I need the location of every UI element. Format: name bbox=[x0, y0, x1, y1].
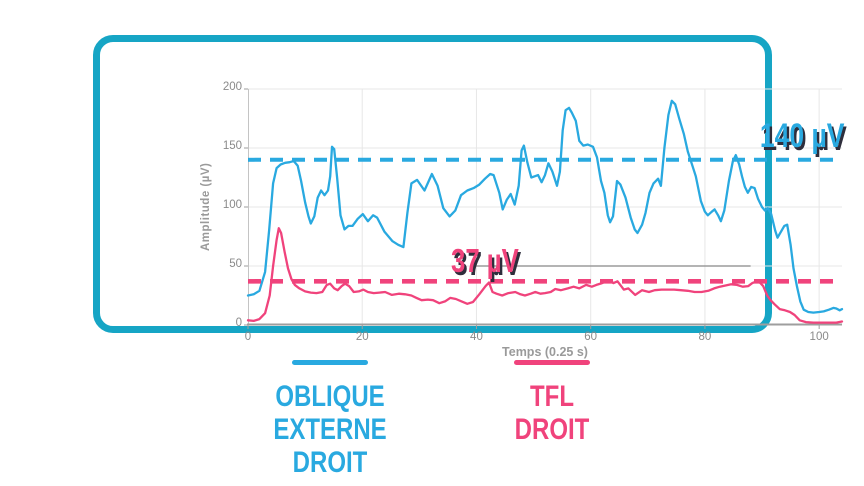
series-line-oblique-externe-droit[interactable] bbox=[246, 99, 844, 314]
y-tick-label: 200 bbox=[222, 81, 242, 93]
x-tick-label: 80 bbox=[698, 331, 712, 343]
threshold-label-blue: 140 µV bbox=[759, 117, 844, 155]
y-tick-label: 50 bbox=[229, 258, 242, 270]
legend-swatch-pink bbox=[514, 360, 590, 365]
legend-label-oblique-externe-droit: OBLIQUE EXTERNE DROIT bbox=[273, 380, 387, 479]
legend-label-tfl-droit: TFL DROIT bbox=[514, 380, 590, 446]
x-tick-label: 40 bbox=[470, 331, 483, 343]
threshold-label-pink: 37 µV bbox=[451, 242, 519, 279]
series-line-tfl-droit[interactable] bbox=[246, 227, 844, 324]
x-tick-label: 20 bbox=[355, 331, 369, 343]
legend-item-oblique-externe-droit: OBLIQUE EXTERNE DROIT bbox=[225, 360, 435, 479]
chart-canvas[interactable] bbox=[244, 88, 844, 329]
x-tick-label: 100 bbox=[809, 331, 829, 343]
y-tick-label: 100 bbox=[222, 199, 242, 211]
x-tick-label: 60 bbox=[584, 331, 598, 343]
legend-swatch-blue bbox=[292, 360, 368, 365]
emg-chart-plot-area[interactable]: Amplitude (µV) Temps (0.25 s) 0 50 100 150 2… bbox=[200, 81, 844, 359]
x-axis-title: Temps (0.25 s) bbox=[502, 345, 588, 359]
y-tick-label: 0 bbox=[235, 317, 242, 329]
chart-frame: Amplitude (µV) Temps (0.25 s) 0 50 100 150 2… bbox=[93, 35, 844, 359]
legend: OBLIQUE EXTERNE DROIT TFL DROIT bbox=[0, 360, 864, 479]
x-tick-label: 0 bbox=[244, 331, 252, 343]
y-tick-label: 150 bbox=[222, 140, 242, 152]
legend-item-tfl-droit: TFL DROIT bbox=[447, 360, 657, 446]
